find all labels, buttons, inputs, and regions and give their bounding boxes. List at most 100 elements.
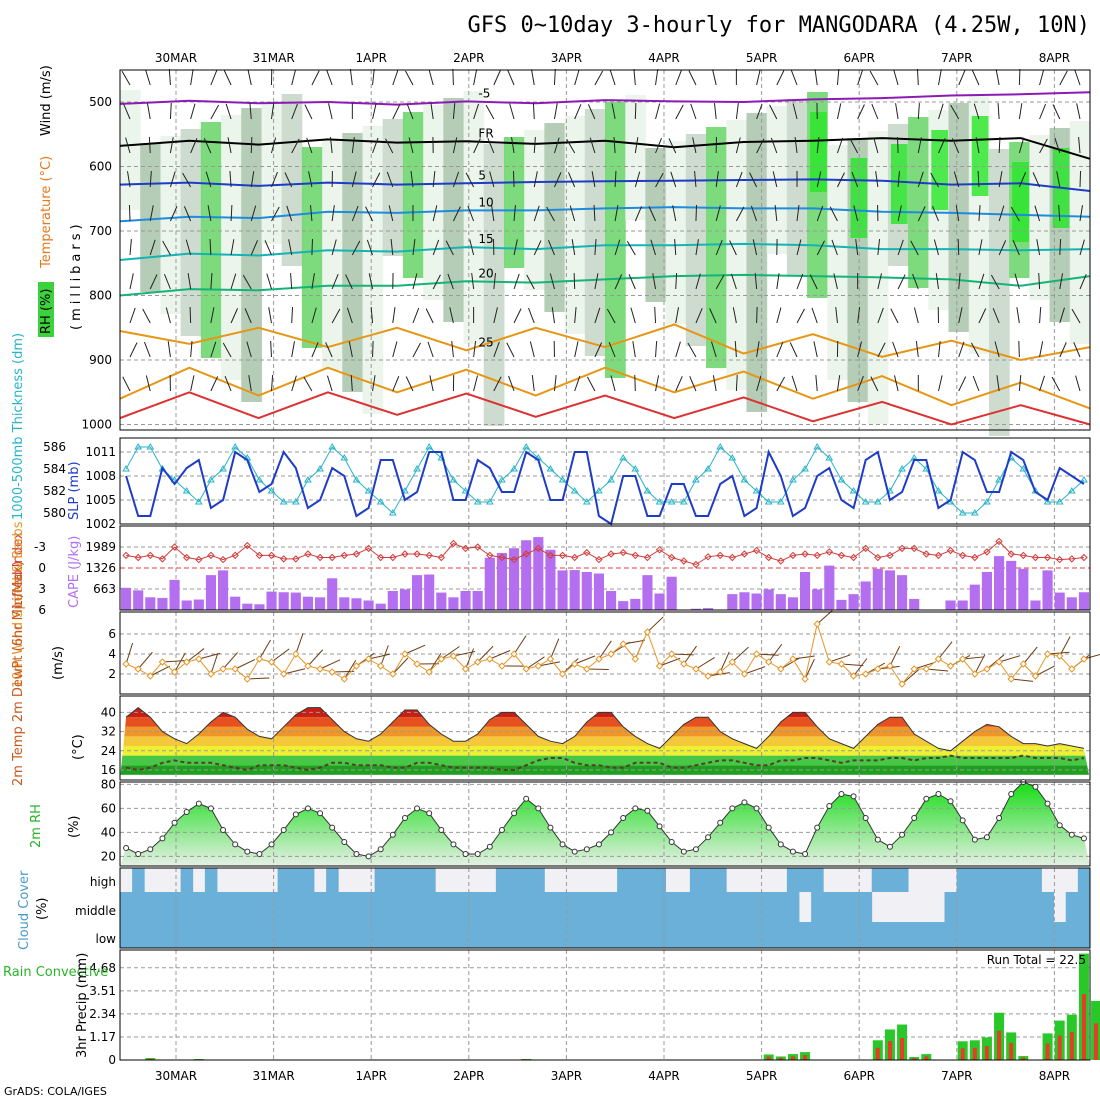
- thickness-point: [425, 443, 434, 450]
- wind-barb: [410, 171, 414, 188]
- wind10m-barb: [1083, 653, 1100, 660]
- wind-barb: [331, 239, 337, 256]
- wind-barb: [692, 137, 697, 154]
- cloud-cell-middle: [714, 892, 727, 922]
- wind-barb: [897, 274, 906, 290]
- cape-bar: [157, 597, 168, 610]
- wind10m-barb: [222, 652, 238, 670]
- wind-barb: [311, 342, 319, 358]
- wind-barb: [895, 103, 899, 120]
- precip-convective-bar: [924, 1056, 929, 1060]
- cape-bar: [205, 575, 216, 610]
- wind-barb: [935, 273, 940, 290]
- cape-bar: [739, 592, 750, 610]
- wind-barb: [998, 205, 1005, 222]
- rh-point: [438, 827, 445, 833]
- wind-barb: [349, 69, 353, 86]
- rh-shade: [746, 113, 768, 412]
- wind-barb: [750, 205, 758, 222]
- time-label-top: 2APR: [453, 51, 484, 65]
- isotherm-label: 25: [478, 335, 493, 349]
- thickness-point: [898, 465, 906, 472]
- lifted-point: [995, 537, 1003, 546]
- wind-speed-point: [874, 665, 882, 673]
- lifted-point: [692, 560, 700, 569]
- lifted-point: [522, 550, 530, 558]
- wind-barb: [1012, 240, 1020, 256]
- wind-speed-point: [498, 662, 506, 670]
- wind-barb: [870, 376, 879, 392]
- wind-barb: [190, 138, 198, 154]
- wind-barb: [248, 375, 252, 392]
- wind-barb: [912, 273, 919, 290]
- time-label-top: 5APR: [746, 51, 777, 65]
- rh-point: [474, 851, 481, 857]
- cape-bar: [1066, 597, 1077, 610]
- wind-barb: [286, 205, 293, 222]
- lifted-point: [1019, 551, 1028, 560]
- cloud-cell-middle: [132, 892, 145, 922]
- cape-bar: [230, 596, 241, 610]
- wind-barb: [169, 206, 178, 222]
- wind-barb: [634, 206, 643, 222]
- rh-point: [559, 841, 566, 848]
- lifted-point: [122, 551, 130, 560]
- wind-speed-point: [158, 658, 167, 666]
- precip-tick-label: 0: [108, 1053, 116, 1067]
- rh-point: [1044, 800, 1051, 807]
- wind-barb: [574, 69, 580, 86]
- wind-barb: [634, 171, 641, 188]
- rh-point: [571, 848, 578, 855]
- rh-point: [802, 851, 809, 857]
- wind-speed-point: [1031, 672, 1040, 680]
- wind10m-barb: [319, 659, 341, 670]
- wind-barb: [890, 308, 899, 324]
- wind-barb: [473, 69, 478, 86]
- wind-barb: [998, 136, 1001, 154]
- cape-bar: [193, 599, 204, 610]
- rh-point: [207, 805, 214, 812]
- rh-point: [644, 807, 651, 814]
- wind-barb: [546, 206, 555, 222]
- cloud-cell-middle: [144, 892, 157, 922]
- precip-convective-bar: [1021, 1057, 1026, 1060]
- wind-barb: [790, 69, 798, 86]
- cloud-level-high: high: [90, 875, 116, 889]
- pressure-tick-label: 900: [89, 353, 112, 367]
- wind-barb: [614, 205, 619, 222]
- cloud-cell-middle: [702, 892, 715, 922]
- thickness-point: [983, 498, 991, 505]
- cloud-cell-high: [993, 868, 1006, 892]
- lifted-point: [364, 544, 373, 553]
- wind-barb: [225, 103, 232, 120]
- thickness-point: [376, 498, 385, 505]
- wind-barb: [930, 172, 939, 188]
- wind-barb: [626, 240, 636, 256]
- wind-barb: [271, 171, 278, 188]
- label-cloud-unit: (%): [35, 898, 50, 921]
- wind-barb: [735, 206, 745, 222]
- wind-barb: [836, 172, 845, 188]
- thickness-point: [595, 487, 603, 494]
- wind-barb: [526, 274, 535, 290]
- cloud-cell-middle: [289, 892, 303, 922]
- wind-barb: [291, 306, 294, 324]
- cloud-cell-low: [483, 922, 497, 948]
- lifted-point: [643, 553, 652, 562]
- cape-bar: [218, 570, 229, 610]
- wind-barb: [1059, 70, 1068, 86]
- wind-barb: [533, 240, 542, 256]
- wind-barb: [729, 240, 737, 256]
- lifted-point: [182, 553, 191, 562]
- cloud-cell-low: [847, 922, 861, 948]
- rh-point: [365, 853, 372, 860]
- cloud-cell-low: [665, 922, 679, 948]
- slp-tick-label: 1008: [85, 469, 116, 483]
- wind-barb: [1039, 103, 1047, 120]
- wind-speed-point: [692, 665, 700, 673]
- cloud-cell-middle: [641, 892, 654, 922]
- wind-barb: [654, 306, 657, 324]
- wind10m-barb: [647, 616, 664, 633]
- wind-barb: [513, 273, 520, 290]
- precip-convective-bar: [997, 1030, 1002, 1060]
